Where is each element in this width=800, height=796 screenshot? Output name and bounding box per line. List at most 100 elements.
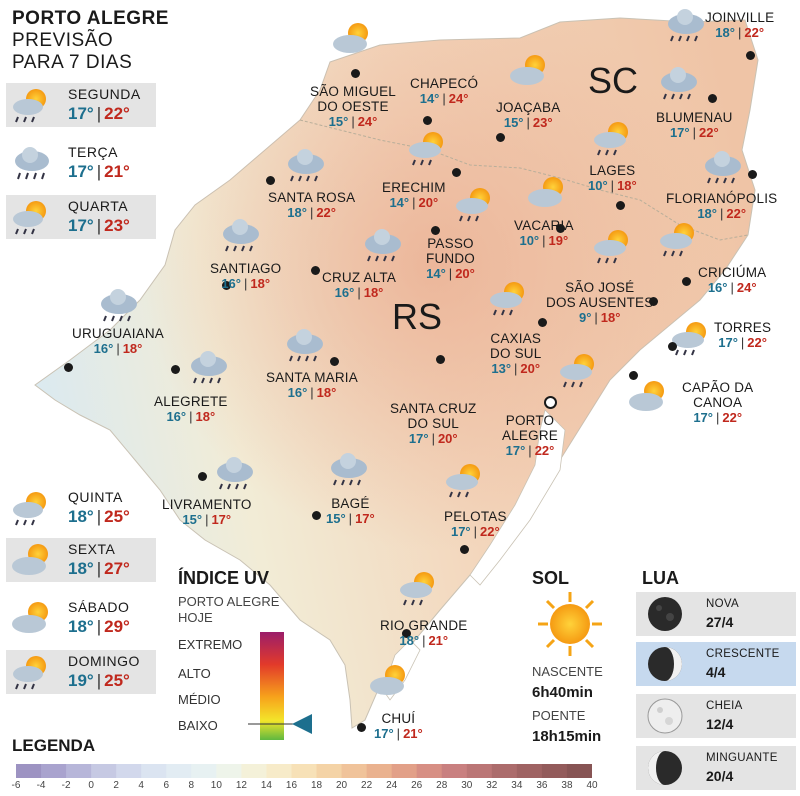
legend-swatch: [216, 764, 242, 778]
city-name-line2: DO SUL: [407, 416, 459, 431]
city-min: 14°: [419, 91, 440, 106]
day-name: SEXTA: [68, 541, 116, 557]
city-marker-capao-da-canoa: [629, 371, 638, 380]
legend-tick: 34: [511, 780, 523, 791]
uv-level-extremo: EXTREMO: [178, 637, 243, 652]
city-max: 18°: [316, 385, 337, 400]
city-min: 14°: [426, 266, 446, 281]
day-name: QUINTA: [68, 489, 123, 505]
sun-cloud-rain-icon: [560, 354, 594, 388]
city-label-alegrete: ALEGRETE 16° | 18°: [154, 394, 228, 424]
city-label-cruz-alta: CRUZ ALTA 16° | 18°: [322, 270, 397, 300]
sun-cloud-rain-icon: [13, 656, 46, 690]
sun-cloud-rain-icon: [13, 492, 46, 526]
legend-swatch: [366, 764, 393, 778]
sun-cloud-rain-icon: [409, 132, 443, 166]
city-name: CRICIÚMA: [698, 265, 767, 280]
city-max: 24°: [357, 114, 378, 129]
city-name: SANTA ROSA: [268, 190, 356, 205]
city-max: 21°: [428, 633, 449, 648]
city-marker-pelotas: [460, 545, 469, 554]
legend-tick: -2: [61, 780, 71, 791]
sun-icon: [538, 592, 602, 656]
city-name: PASSO: [427, 236, 474, 251]
legend-swatch: [41, 764, 67, 778]
city-label-santiago: SANTIAGO 16° | 18°: [210, 261, 282, 291]
day-min: 17°: [68, 104, 94, 123]
legend-swatch: [466, 764, 493, 778]
state-label-rs: RS: [392, 296, 443, 337]
city-max: 24°: [736, 280, 757, 295]
city-max: 18°: [250, 276, 271, 291]
city-name: CHAPECÓ: [410, 76, 479, 91]
legend-tick: 10: [210, 780, 222, 791]
legend-tick: 8: [188, 780, 195, 791]
day-forecast-monday: SEGUNDA 17° | 22°: [6, 83, 156, 127]
title-forecast: PREVISÃO: [12, 30, 114, 51]
legend-swatch: [191, 764, 217, 778]
legend-swatch: [416, 764, 443, 778]
city-label-caxias-do-sul: CAXIAS DO SUL 13° | 20°: [490, 331, 542, 376]
city-marker-caxias-do-sul: [538, 318, 547, 327]
city-marker-santa-maria: [330, 357, 339, 366]
legend-tick: 24: [386, 780, 398, 791]
uv-title: ÍNDICE UV: [178, 568, 270, 588]
legend-swatch: [291, 764, 318, 778]
city-name: PELOTAS: [444, 509, 507, 524]
sun-cloud-icon: [12, 602, 48, 633]
sun-cloud-rain-icon: [13, 89, 46, 123]
day-forecast-sunday: DOMINGO 19° | 25°: [6, 650, 156, 694]
city-max: 22°: [744, 25, 765, 40]
legend-swatch: [166, 764, 192, 778]
page-title: PORTO ALEGRE PREVISÃO PARA 7 DIAS: [12, 8, 169, 74]
cloud-rain-icon: [101, 289, 137, 322]
city-min: 17°: [374, 726, 394, 741]
city-name-line2: CANOA: [693, 395, 743, 410]
city-label-sao-miguel-do-oeste: SÃO MIGUEL DO OESTE 15° | 24°: [310, 84, 397, 129]
legend-swatch: [116, 764, 142, 778]
day-name: TERÇA: [68, 144, 118, 160]
city-marker-sao-jose-dos-ausentes: [649, 297, 658, 306]
sun-cloud-icon: [528, 177, 563, 207]
legend-swatch: [141, 764, 167, 778]
city-min: 15°: [503, 115, 524, 130]
city-min: 18°: [697, 206, 717, 221]
city-max: 22°: [534, 443, 555, 458]
city-marker-lages: [616, 201, 625, 210]
day-forecast-wednesday: QUARTA 17° | 23°: [6, 195, 156, 239]
legend-tick: 28: [436, 780, 448, 791]
city-label-joinville: JOINVILLE 18° | 22°: [705, 10, 775, 40]
legend-tick: 26: [411, 780, 423, 791]
cloud-rain-icon: [223, 219, 259, 252]
city-marker-torres: [668, 342, 677, 351]
state-label-sc: SC: [588, 60, 639, 101]
city-marker-porto-alegre: [544, 396, 557, 409]
cloud-rain-icon: [331, 453, 367, 486]
legend-tick: -6: [11, 780, 21, 791]
city-max: 20°: [437, 431, 458, 446]
city-max: 18°: [122, 341, 143, 356]
city-max: 21°: [403, 726, 423, 741]
cloud-rain-icon: [217, 457, 253, 490]
legend-tick: 4: [138, 780, 144, 791]
city-max: 17°: [211, 512, 232, 527]
sol-title: SOL: [532, 568, 570, 588]
city-marker-criciuma: [682, 277, 691, 286]
city-label-florianopolis: FLORIANÓPOLIS 18° | 22°: [666, 191, 778, 221]
waxing-moon-icon: [648, 647, 682, 681]
city-name: VACARIA: [514, 218, 574, 233]
legend-tick: 2: [113, 780, 119, 791]
legend-title: LEGENDA: [12, 736, 96, 755]
city-label-torres: TORRES 17° | 22°: [714, 320, 772, 350]
city-name: SÃO JOSÉ: [565, 280, 635, 295]
city-name: URUGUAIANA: [72, 326, 165, 341]
day-name: QUARTA: [68, 198, 129, 214]
uv-level-baixo: BAIXO: [178, 718, 218, 733]
city-max: 20°: [455, 266, 475, 281]
sun-cloud-rain-icon: [490, 282, 524, 316]
city-marker-cruz-alta: [311, 266, 320, 275]
legend-tick: 38: [561, 780, 573, 791]
day-name: SEGUNDA: [68, 86, 141, 102]
new-moon-icon: [648, 597, 682, 631]
